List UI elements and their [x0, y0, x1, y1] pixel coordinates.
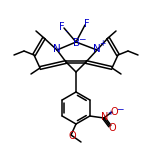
- Text: +: +: [107, 110, 113, 116]
- Text: .: .: [65, 22, 69, 36]
- Text: −: −: [78, 35, 86, 43]
- Text: +: +: [99, 40, 105, 48]
- Text: N: N: [101, 112, 109, 122]
- Text: N: N: [93, 44, 101, 54]
- Text: O: O: [110, 107, 118, 117]
- Text: O: O: [108, 123, 116, 133]
- Text: −: −: [116, 105, 124, 114]
- Text: N: N: [53, 44, 61, 54]
- Text: F: F: [59, 22, 65, 32]
- Text: F: F: [84, 19, 90, 29]
- Text: O: O: [68, 131, 76, 141]
- Text: B: B: [73, 38, 81, 48]
